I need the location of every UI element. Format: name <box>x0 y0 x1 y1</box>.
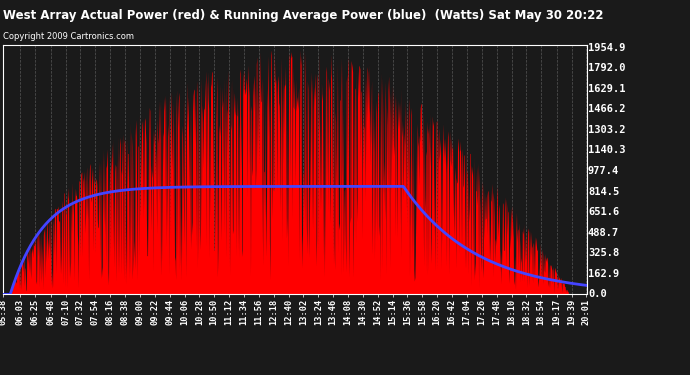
Text: 1466.2: 1466.2 <box>588 104 625 114</box>
Text: 1629.1: 1629.1 <box>588 84 625 94</box>
Text: Copyright 2009 Cartronics.com: Copyright 2009 Cartronics.com <box>3 32 135 41</box>
Text: 1140.3: 1140.3 <box>588 146 625 155</box>
Text: 651.6: 651.6 <box>588 207 619 217</box>
Text: 977.4: 977.4 <box>588 166 619 176</box>
Text: 1954.9: 1954.9 <box>588 42 625 52</box>
Text: 325.8: 325.8 <box>588 248 619 258</box>
Text: 1303.2: 1303.2 <box>588 125 625 135</box>
Text: West Array Actual Power (red) & Running Average Power (blue)  (Watts) Sat May 30: West Array Actual Power (red) & Running … <box>3 9 604 22</box>
Text: 814.5: 814.5 <box>588 186 619 196</box>
Text: 1792.0: 1792.0 <box>588 63 625 73</box>
Text: 0.0: 0.0 <box>588 290 607 299</box>
Text: 488.7: 488.7 <box>588 228 619 238</box>
Text: 162.9: 162.9 <box>588 269 619 279</box>
